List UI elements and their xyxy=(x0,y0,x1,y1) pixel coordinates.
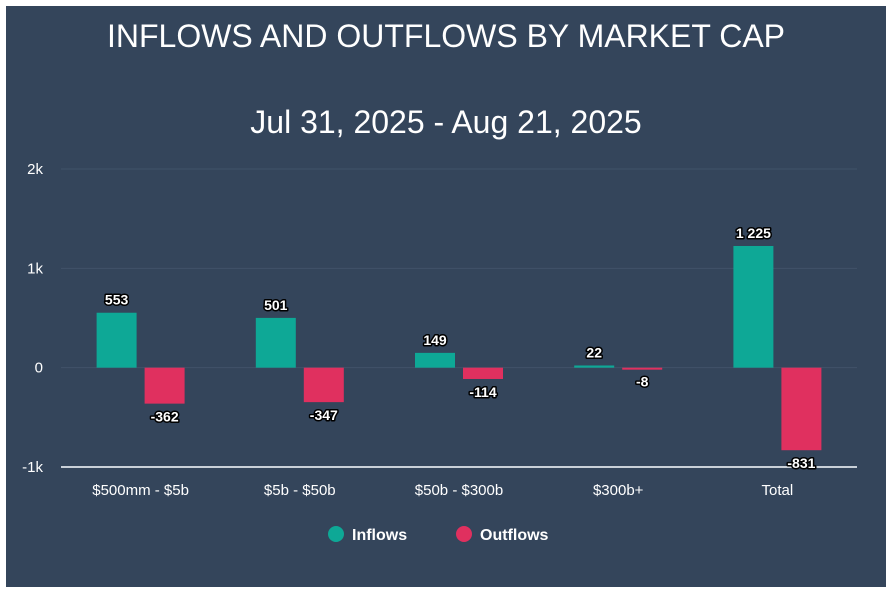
legend-marker-1 xyxy=(456,526,472,542)
outflow-label-4: -831 xyxy=(787,455,815,471)
legend-label-0: Inflows xyxy=(352,527,407,544)
legend-label-1: Outflows xyxy=(480,527,549,544)
y-axis: -1k 0 1k 2k xyxy=(22,161,43,476)
inflow-bar-2 xyxy=(415,352,455,368)
outflow-bar-0 xyxy=(144,367,185,404)
inflow-bar-4 xyxy=(733,245,774,368)
bar-chart: INFLOWS AND OUTFLOWS BY MARKET CAP Jul 3… xyxy=(22,18,857,544)
outflow-label-3: -8 xyxy=(636,373,649,389)
outflow-bar-4 xyxy=(781,367,822,451)
bars xyxy=(96,245,822,451)
inflow-label-1: 501 xyxy=(264,297,288,313)
chart-title: INFLOWS AND OUTFLOWS BY MARKET CAP xyxy=(107,18,785,54)
y-tick-label: -1k xyxy=(22,459,43,476)
outflow-bar-2 xyxy=(463,367,503,379)
x-tick-label: $50b - $300b xyxy=(415,482,503,499)
grid-layer xyxy=(61,168,857,468)
y-tick-label: 2k xyxy=(27,161,43,178)
legend: Inflows Outflows xyxy=(328,526,549,544)
x-tick-label: $500mm - $5b xyxy=(92,482,189,499)
outflow-label-1: -347 xyxy=(310,407,338,423)
inflow-label-3: 22 xyxy=(586,344,602,360)
inflow-bar-1 xyxy=(255,317,296,368)
inflow-bar-0 xyxy=(96,312,137,368)
x-tick-label: $5b - $50b xyxy=(264,482,336,499)
data-labels: 553 -362 501 -347 149 -114 22 -8 1 225 -831 xyxy=(103,223,817,472)
y-tick-label: 0 xyxy=(35,360,43,377)
outflow-bar-3 xyxy=(622,367,663,370)
x-tick-label: Total xyxy=(762,482,794,499)
inflow-label-0: 553 xyxy=(105,292,129,308)
outflow-bar-1 xyxy=(303,367,344,403)
outflow-label-0: -362 xyxy=(151,409,179,425)
inflow-label-2: 149 xyxy=(423,332,447,348)
x-tick-label: $300b+ xyxy=(593,482,644,499)
y-tick-label: 1k xyxy=(27,260,43,277)
outflow-label-2: -114 xyxy=(469,384,496,400)
chart-frame: INFLOWS AND OUTFLOWS BY MARKET CAP Jul 3… xyxy=(6,6,886,587)
chart-subtitle: Jul 31, 2025 - Aug 21, 2025 xyxy=(250,104,641,140)
inflow-label-4: 1 225 xyxy=(736,225,771,241)
x-axis: $500mm - $5b $5b - $50b $50b - $300b $300b+… xyxy=(92,482,793,499)
inflow-bar-3 xyxy=(574,365,615,368)
legend-marker-0 xyxy=(328,526,344,542)
